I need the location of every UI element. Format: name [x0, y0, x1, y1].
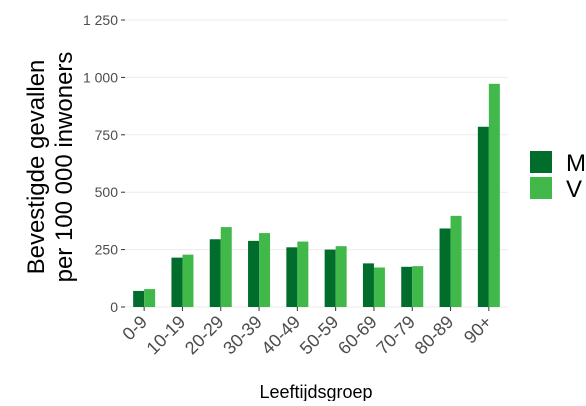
bar-m-80-89	[439, 228, 451, 307]
bar-m-30-39	[248, 240, 260, 307]
bar-v-50-59	[335, 246, 347, 307]
bar-v-20-29	[220, 227, 232, 307]
x-tick-label: 20-29	[181, 312, 228, 359]
bar-v-70-79	[412, 266, 424, 307]
legend-label-v: V	[566, 176, 582, 203]
x-tick-label: 90+	[460, 312, 496, 348]
y-axis-title: Bevestigde gevallen	[23, 60, 50, 275]
bar-v-90+	[488, 83, 500, 307]
bar-v-80-89	[450, 215, 462, 307]
bar-m-0-9	[133, 290, 145, 307]
x-tick-label: 80-89	[411, 312, 458, 359]
bar-m-50-59	[324, 249, 336, 307]
bar-v-0-9	[144, 289, 156, 307]
x-axis-ticks: 0-910-1920-2930-3940-4950-5960-6970-7980…	[118, 307, 496, 359]
y-axis-title-2: per 100 000 inwoners	[51, 52, 78, 283]
legend-key-m	[530, 151, 552, 173]
y-tick-label: 250	[95, 242, 119, 258]
y-tick-label: 750	[95, 127, 119, 143]
bar-v-10-19	[182, 254, 194, 307]
legend-key-v	[530, 177, 552, 199]
x-tick-label: 10-19	[143, 312, 190, 359]
x-tick-label: 60-69	[334, 312, 381, 359]
legend: MV	[530, 150, 586, 203]
bar-m-20-29	[209, 239, 221, 307]
x-tick-label: 50-59	[296, 312, 343, 359]
x-tick-label: 70-79	[372, 312, 419, 359]
bar-m-70-79	[401, 266, 413, 307]
y-tick-label: 1 000	[83, 69, 118, 85]
bar-m-60-69	[362, 263, 374, 307]
bar-m-90+	[477, 126, 489, 307]
y-axis-ticks: 0 250 500 750 1 000 1 250	[83, 12, 125, 315]
x-tick-label: 40-49	[257, 312, 304, 359]
y-axis-title-line2: per 100 000 inwoners	[51, 52, 78, 283]
x-axis-title: Leeftijdsgroep	[259, 382, 372, 401]
y-tick-label: 1 250	[83, 12, 118, 28]
legend-label-m: M	[566, 150, 586, 177]
y-tick-label: 0	[110, 299, 118, 315]
bars	[133, 83, 500, 307]
y-axis-title-line1: Bevestigde gevallen	[23, 60, 50, 275]
x-tick-label: 30-39	[219, 312, 266, 359]
bar-v-60-69	[373, 267, 385, 307]
bar-m-10-19	[171, 257, 183, 307]
y-tick-label: 500	[95, 184, 119, 200]
bar-v-40-49	[297, 241, 309, 307]
bar-v-30-39	[259, 233, 271, 307]
bar-m-40-49	[286, 247, 298, 307]
